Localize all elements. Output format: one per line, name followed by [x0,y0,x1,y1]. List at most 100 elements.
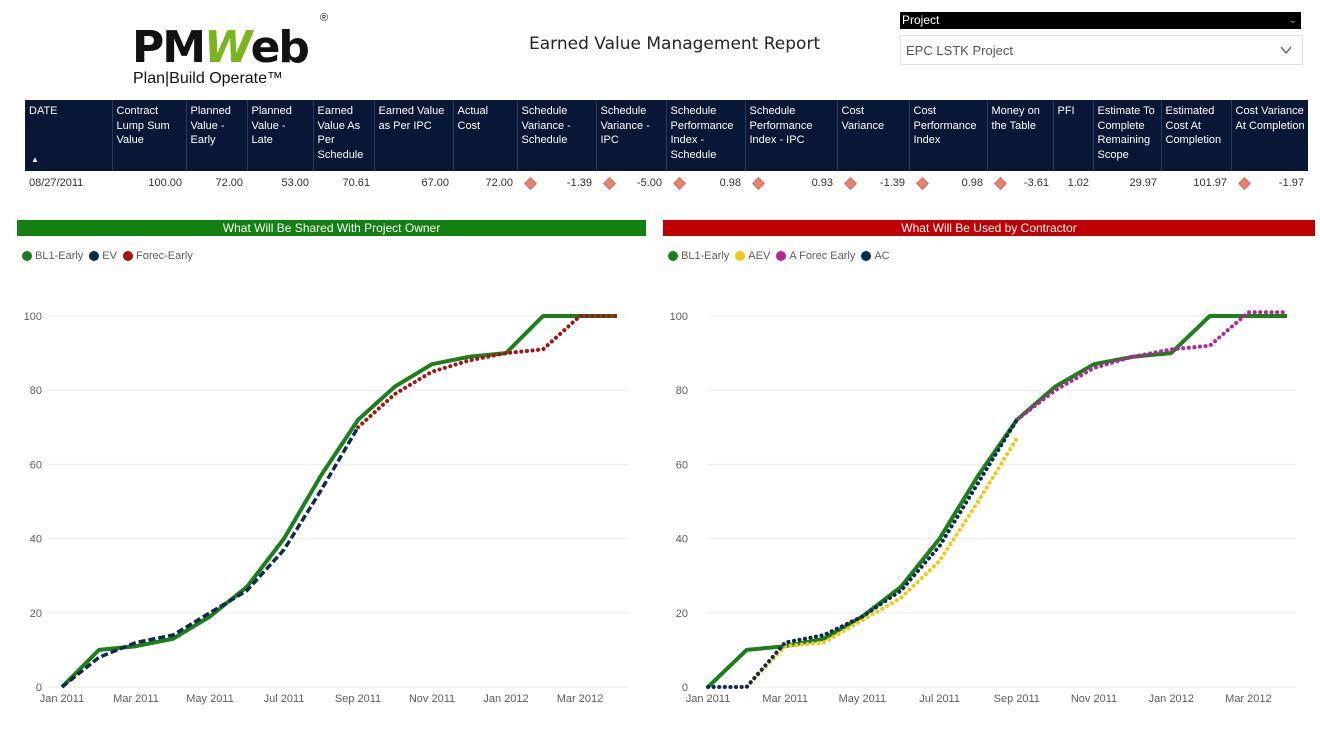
x-tick-label: Nov 2011 [409,693,455,705]
column-header[interactable]: Earned Value as Per IPC [373,100,453,171]
x-tick-label: Nov 2011 [1071,693,1117,705]
series-line-bl1-early[interactable] [60,314,617,689]
legend-marker-icon [776,251,787,261]
project-slicer-label: Project [902,13,940,27]
table-cell: -1.39 [837,171,909,195]
kpi-diamond-icon [603,176,616,190]
contractor-chart-legend: BL1-Early AEV A Forec Early AC [668,250,896,262]
x-tick-label: Sep 2011 [994,693,1040,705]
owner-chart-legend: BL1-Early EV Forec-Early [22,250,199,262]
column-header[interactable]: Money on the Table [986,100,1053,171]
column-header[interactable]: Schedule Performance Index - IPC [744,100,837,171]
column-header[interactable]: Earned Value As Per Schedule [312,100,374,171]
column-header[interactable]: Contract Lump Sum Value [111,100,186,171]
slicer-collapse-icon[interactable]: ⌄ [1288,15,1297,26]
series-line-a-forec-early[interactable] [1014,310,1289,422]
table-cell: -5.00 [596,171,666,195]
y-tick-label: 40 [30,534,42,546]
column-header[interactable]: DATE ▲ [25,100,112,171]
legend-label: BL1-Early [35,250,84,262]
legend-item[interactable]: AC [861,250,890,262]
x-tick-label: Mar 2012 [557,693,603,705]
legend-item[interactable]: BL1-Early [668,250,729,262]
table-cell: 70.61 [342,177,370,189]
series-line-bl1-early[interactable] [706,314,1287,689]
x-tick-label: Jan 2011 [40,693,84,705]
column-header[interactable]: Schedule Variance - IPC [595,100,666,171]
table-cell: -1.39 [517,171,596,195]
y-tick-label: 80 [30,385,42,397]
project-slicer-header[interactable]: Project ⌄ [900,12,1301,29]
x-tick-label: Jan 2012 [483,693,528,705]
x-tick-label: Jul 2011 [264,693,305,705]
legend-marker-icon [861,251,872,261]
legend-label: AEV [748,250,771,262]
legend-label: AC [874,250,890,262]
x-tick-label: Mar 2011 [762,693,808,705]
table-cell: 67.00 [421,177,449,189]
column-header[interactable]: Cost Variance At Completion [1230,100,1308,171]
y-tick-label: 60 [676,459,688,471]
project-slicer-value: EPC LSTK Project [906,43,1013,58]
series-line-ac[interactable] [706,417,1019,689]
legend-marker-icon [89,251,100,261]
project-slicer-dropdown[interactable]: EPC LSTK Project [900,35,1303,65]
x-tick-label: Mar 2012 [1225,693,1271,705]
legend-item[interactable]: AEV [735,250,770,262]
table-cell: -3.61 [987,171,1053,195]
owner-chart: 0 20 40 60 80 100 Jan 2011 Mar 2011 May 2011 Jul … [24,311,628,705]
column-header[interactable]: Cost Performance Index [908,100,987,171]
table-cell: -1.97 [1231,171,1308,195]
table-cell: 101.97 [1193,177,1227,189]
x-tick-label: May 2011 [839,693,887,705]
y-tick-label: 80 [676,385,688,397]
table-header-row: DATE ▲ Contract Lump Sum Value Planned Va… [25,100,1308,171]
x-tick-label: May 2011 [186,693,234,705]
column-header[interactable]: Schedule Performance Index - Schedule [665,100,745,171]
legend-marker-icon [122,251,133,261]
table-cell: 0.98 [909,171,987,195]
x-tick-label: Jan 2011 [686,693,730,705]
kpi-diamond-icon [844,176,857,190]
series-line-aev[interactable] [744,436,1019,689]
kpi-diamond-icon [752,176,765,190]
y-tick-label: 100 [670,311,688,323]
x-tick-label: Jul 2011 [919,693,960,705]
legend-item[interactable]: Forec-Early [122,250,193,262]
report-title: Earned Value Management Report [529,34,821,54]
legend-label: A Forec Early [789,250,856,262]
legend-marker-icon [668,251,678,261]
y-tick-label: 40 [676,534,688,546]
series-line-ev[interactable] [60,426,360,689]
column-header[interactable]: Cost Variance [836,100,909,171]
legend-label: BL1-Early [681,250,730,262]
kpi-diamond-icon [1238,176,1251,190]
owner-chart-title: What Will Be Shared With Project Owner [17,220,646,236]
kpi-diamond-icon [994,176,1007,190]
table-cell: 0.98 [666,171,745,195]
y-tick-label: 20 [30,608,42,620]
column-header[interactable]: Planned Value - Early [185,100,247,171]
legend-item[interactable]: EV [89,250,117,262]
sort-ascending-icon[interactable]: ▲ [31,154,39,164]
y-tick-label: 20 [676,608,688,620]
column-header[interactable]: Estimate To Complete Remaining Scope [1092,100,1161,171]
pmweb-logo: PMWeb ® Plan|Build Operate™ [130,12,340,92]
column-header[interactable]: PFI [1052,100,1093,171]
table-cell: 72.00 [215,177,243,189]
kpi-diamond-icon [673,176,686,190]
column-header[interactable]: Estimated Cost At Completion [1160,100,1231,171]
y-tick-label: 0 [36,682,42,694]
kpi-diamond-icon [916,176,929,190]
table-cell: 72.00 [485,177,513,189]
column-header[interactable]: Actual Cost [452,100,517,171]
x-tick-label: Jan 2012 [1149,693,1194,705]
legend-label: EV [102,250,117,262]
column-header[interactable]: Schedule Variance - Schedule [516,100,596,171]
legend-item[interactable]: BL1-Early [22,250,83,262]
column-header[interactable]: Planned Value - Late [246,100,313,171]
series-line-forec-early[interactable] [356,314,619,430]
legend-item[interactable]: A Forec Early [776,250,855,262]
logo-wordmark: PMWeb [132,22,310,73]
kpi-diamond-icon [524,176,537,190]
